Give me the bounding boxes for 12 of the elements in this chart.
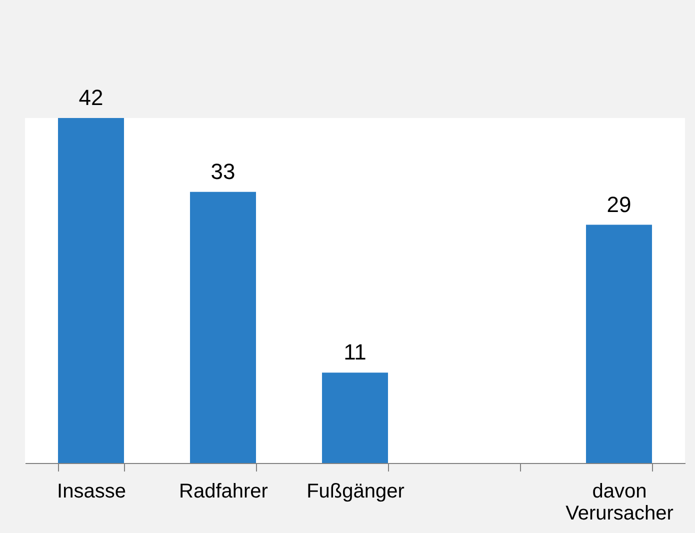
x-tick-label: davon Verursacher — [566, 480, 674, 524]
bar — [586, 224, 652, 463]
x-tick-label: Radfahrer — [179, 480, 268, 502]
bar — [190, 192, 256, 463]
x-tick-label: Fußgänger — [306, 480, 405, 502]
data-label: 29 — [606, 192, 632, 217]
bar — [58, 118, 124, 463]
data-label: 33 — [210, 158, 236, 184]
x-tick-label: Insasse — [57, 480, 126, 502]
data-label: 42 — [78, 85, 104, 110]
data-label: 11 — [344, 340, 366, 365]
bar — [322, 372, 388, 463]
